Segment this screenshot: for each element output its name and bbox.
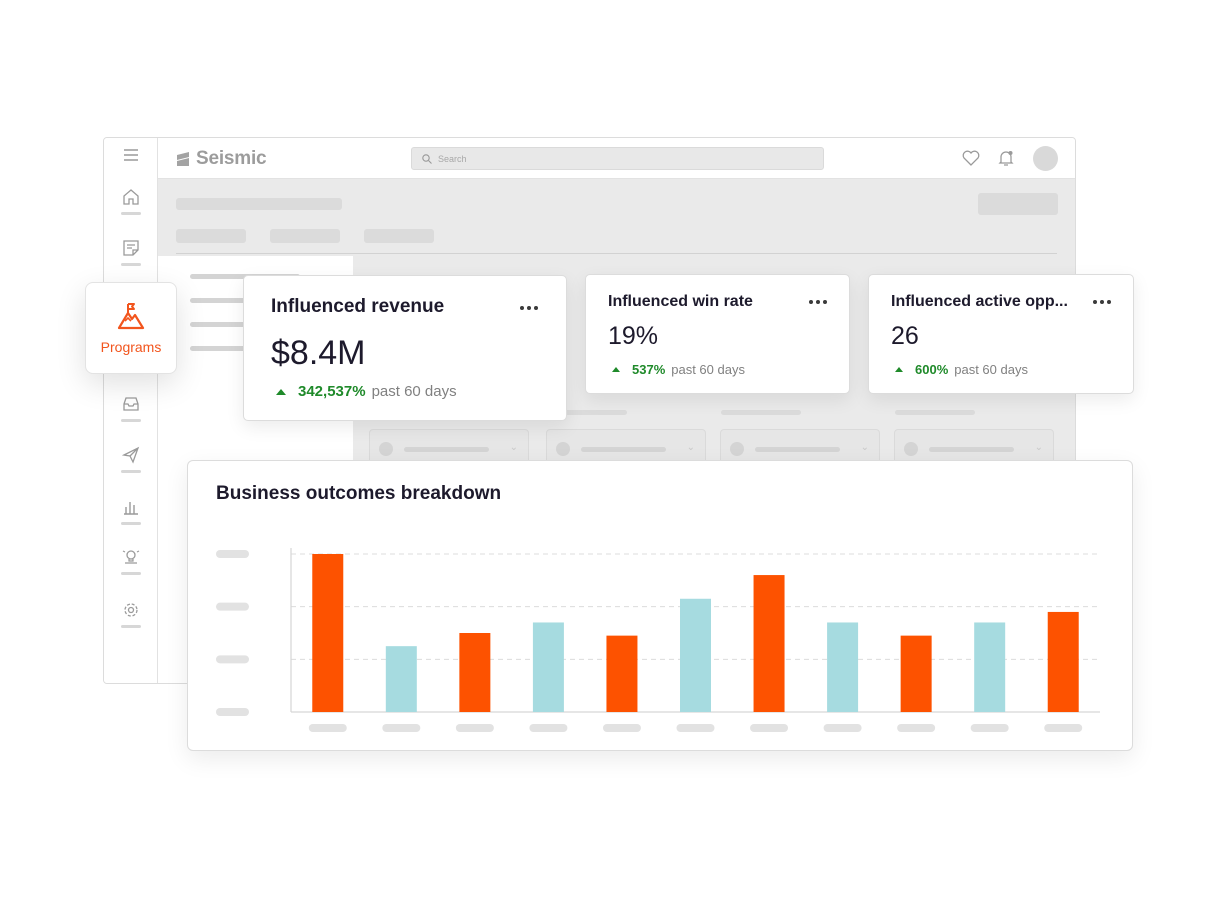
more-options-icon[interactable] bbox=[809, 300, 827, 304]
sidebar-item-ideas[interactable] bbox=[118, 548, 144, 588]
placeholder-heading bbox=[176, 198, 342, 210]
bar bbox=[312, 554, 344, 712]
more-options-icon[interactable] bbox=[1093, 300, 1111, 304]
programs-nav-tile[interactable]: Programs bbox=[85, 282, 177, 374]
sidebar-item-analytics[interactable] bbox=[118, 498, 144, 538]
avatar[interactable] bbox=[1033, 146, 1058, 171]
metric-value: $8.4M bbox=[271, 334, 366, 372]
y-tick-label bbox=[216, 602, 249, 611]
heart-icon[interactable] bbox=[962, 150, 980, 166]
bar bbox=[974, 622, 1006, 712]
sidebar-item-notes[interactable] bbox=[118, 239, 144, 279]
more-options-icon[interactable] bbox=[520, 306, 538, 310]
x-tick-label bbox=[676, 724, 715, 732]
delta-period: past 60 days bbox=[954, 362, 1028, 377]
x-tick-label bbox=[897, 724, 936, 732]
x-tick-label bbox=[308, 724, 347, 732]
bar-chart-icon bbox=[124, 502, 138, 515]
metric-value: 19% bbox=[608, 322, 659, 350]
sidebar-item-inbox[interactable] bbox=[118, 395, 144, 435]
bar bbox=[680, 598, 711, 712]
metric-value: 26 bbox=[891, 322, 919, 350]
search-icon bbox=[422, 153, 432, 164]
top-bar: Seismic bbox=[158, 138, 1075, 179]
x-tick-label bbox=[823, 724, 862, 732]
placeholder-tab bbox=[270, 229, 340, 243]
notes-icon bbox=[123, 240, 139, 256]
send-icon bbox=[122, 446, 140, 464]
metric-title: Influenced win rate bbox=[608, 293, 753, 310]
bar bbox=[900, 635, 932, 712]
sidebar-item-settings[interactable] bbox=[118, 601, 144, 641]
delta-percent: 600% bbox=[915, 362, 949, 377]
sidebar-item-home[interactable] bbox=[118, 188, 144, 228]
delta-percent: 537% bbox=[632, 362, 666, 377]
placeholder-line bbox=[547, 410, 627, 415]
metric-delta: 342,537% past 60 days bbox=[276, 383, 457, 400]
chart-title: Business outcomes breakdown bbox=[216, 483, 502, 504]
gear-icon bbox=[124, 603, 138, 617]
bar bbox=[606, 635, 638, 712]
x-tick-label bbox=[602, 724, 641, 732]
delta-period: past 60 days bbox=[671, 362, 745, 377]
programs-label: Programs bbox=[100, 339, 162, 355]
trend-up-icon bbox=[276, 388, 286, 395]
bell-icon[interactable] bbox=[997, 149, 1015, 167]
inbox-icon bbox=[123, 397, 139, 411]
chart-card: Business outcomes breakdown bbox=[187, 460, 1133, 751]
search-bar[interactable] bbox=[411, 147, 824, 170]
menu-icon[interactable] bbox=[118, 149, 144, 169]
sidebar bbox=[104, 138, 158, 683]
bar-chart bbox=[216, 548, 1100, 732]
sidebar-item-send[interactable] bbox=[118, 446, 144, 486]
home-icon bbox=[123, 189, 139, 205]
bar bbox=[753, 575, 785, 712]
placeholder-tab bbox=[176, 229, 246, 243]
metric-card-win-rate: Influenced win rate 19% 537% past 60 day… bbox=[585, 274, 850, 394]
search-input[interactable] bbox=[438, 153, 798, 164]
x-tick-label bbox=[750, 724, 789, 732]
x-tick-label bbox=[970, 724, 1009, 732]
divider bbox=[176, 253, 1057, 254]
metric-card-active-opps: Influenced active opp... 26 600% past 60… bbox=[868, 274, 1134, 394]
bar bbox=[459, 633, 491, 712]
y-tick-label bbox=[216, 708, 249, 716]
y-tick-label bbox=[216, 550, 249, 558]
seismic-logo-icon bbox=[177, 152, 189, 166]
metric-delta: 600% past 60 days bbox=[895, 362, 1028, 377]
seismic-logo[interactable]: Seismic bbox=[175, 148, 267, 170]
metric-title: Influenced revenue bbox=[271, 296, 445, 317]
x-tick-label bbox=[455, 724, 494, 732]
placeholder-tab bbox=[364, 229, 434, 243]
mountain-flag-icon bbox=[117, 303, 145, 330]
y-tick-label bbox=[216, 655, 249, 664]
metric-delta: 537% past 60 days bbox=[612, 362, 745, 377]
placeholder-line bbox=[721, 410, 801, 415]
metric-title: Influenced active opp... bbox=[891, 293, 1068, 310]
x-tick-label bbox=[529, 724, 568, 732]
delta-period: past 60 days bbox=[371, 383, 457, 400]
bar bbox=[827, 622, 859, 712]
x-tick-label bbox=[382, 724, 421, 732]
idea-icon bbox=[122, 550, 140, 564]
placeholder-line bbox=[895, 410, 975, 415]
x-tick-label bbox=[1044, 724, 1083, 732]
bar bbox=[1047, 611, 1079, 712]
bar bbox=[532, 622, 564, 712]
bar bbox=[385, 646, 417, 712]
trend-up-icon bbox=[612, 367, 620, 372]
delta-percent: 342,537% bbox=[298, 383, 366, 400]
placeholder-button bbox=[978, 193, 1058, 215]
brand-name: Seismic bbox=[196, 148, 267, 169]
trend-up-icon bbox=[895, 367, 903, 372]
metric-card-revenue: Influenced revenue $8.4M 342,537% past 6… bbox=[243, 275, 567, 421]
